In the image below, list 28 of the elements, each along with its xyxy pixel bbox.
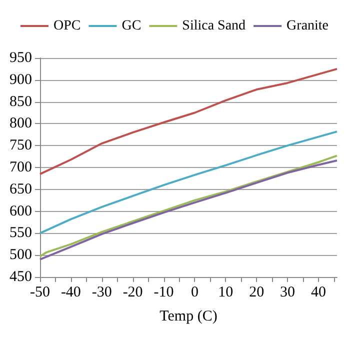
- x-tick-label: 30: [280, 284, 295, 300]
- x-tick-label: -40: [60, 284, 81, 300]
- line-series: [39, 68, 338, 176]
- y-tick-label: 650: [10, 181, 32, 198]
- legend-label: OPC: [53, 18, 81, 34]
- x-tick-label: 20: [249, 284, 264, 300]
- line-series: [39, 130, 338, 234]
- x-tick-label: -50: [30, 284, 50, 300]
- y-tick-label: 750: [10, 138, 32, 154]
- y-tick-label: 550: [10, 225, 32, 242]
- legend-label: Silica Sand: [182, 18, 246, 34]
- y-tick-label: 450: [10, 269, 32, 285]
- y-tick-label: 700: [10, 160, 32, 176]
- y-tick-label: 800: [10, 116, 32, 132]
- y-tick-label: 950: [10, 50, 32, 66]
- x-axis-title: Temp (C): [160, 308, 218, 324]
- legend-label: GC: [122, 18, 142, 34]
- x-tick-label: -30: [92, 284, 112, 300]
- x-tick-label: 0: [190, 284, 198, 300]
- x-tick-label: 40: [310, 284, 326, 300]
- x-tick-label: 10: [218, 284, 234, 300]
- x-tick-label: -20: [122, 284, 143, 300]
- y-tick-label: 500: [10, 247, 32, 264]
- legend-label: Granite: [286, 18, 329, 34]
- y-tick-label: 850: [10, 94, 32, 110]
- y-tick-label: 900: [10, 72, 32, 88]
- x-tick-label: -10: [154, 284, 174, 300]
- y-tick-label: 600: [10, 203, 32, 220]
